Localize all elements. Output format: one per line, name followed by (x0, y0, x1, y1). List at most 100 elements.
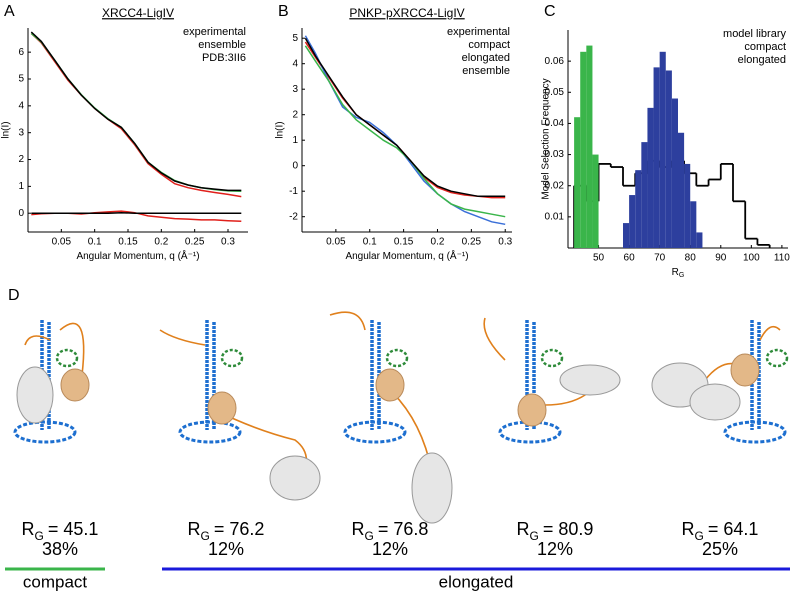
x-tick-label: 0.15 (394, 237, 414, 248)
rg-value: = 64.1 (708, 519, 759, 539)
chart-title: XRCC4-LigIV (102, 6, 174, 20)
x-tick-label: 0.2 (154, 237, 168, 248)
histogram-bar (635, 170, 642, 248)
y-tick-label: 1 (292, 135, 298, 146)
group-label: elongated (439, 572, 514, 591)
x-tick-label: 0.1 (363, 237, 377, 248)
rg-label: RG = 45.1 (22, 519, 99, 543)
x-tick-label: 60 (624, 253, 636, 264)
histogram-bar (623, 223, 630, 248)
y-tick-label: 5 (292, 33, 298, 44)
rg-symbol: R (517, 519, 530, 539)
histogram-bar (671, 98, 678, 248)
fraction-label: 38% (42, 539, 78, 559)
helix (370, 320, 381, 430)
x-tick-label: 0.3 (221, 237, 235, 248)
x-tick-label: 0.15 (118, 237, 138, 248)
y-tick-label: 0.06 (545, 56, 565, 67)
green-domain (220, 348, 244, 368)
rg-value: = 80.9 (543, 519, 594, 539)
x-tick-label: 110 (774, 253, 790, 264)
y-tick-label: -1 (289, 186, 298, 197)
rg-value: = 76.2 (214, 519, 265, 539)
x-axis-label-main: Angular Momentum, q (Å⁻¹) (345, 249, 468, 262)
blue-domain (723, 420, 787, 444)
legend-entry: elongated (462, 52, 510, 64)
data-line (304, 45, 506, 218)
x-axis-label: Angular Momentum, q (Å⁻¹) (345, 249, 468, 262)
rg-subscript: G (530, 529, 539, 543)
histogram-bar (629, 195, 636, 248)
gray-domain (16, 366, 54, 424)
structure-model (13, 320, 90, 444)
data-line (304, 37, 506, 198)
rg-value: = 76.8 (378, 519, 429, 539)
histogram-bar (684, 163, 691, 248)
gray-domain (269, 455, 321, 501)
tan-domain (375, 368, 405, 402)
green-domain (765, 348, 789, 368)
rg-subscript: G (365, 529, 374, 543)
x-tick-label: 0.05 (52, 237, 72, 248)
x-tick-label: 0.05 (326, 237, 346, 248)
rg-symbol: R (188, 519, 201, 539)
fraction-label: 12% (208, 539, 244, 559)
histogram-bar (665, 70, 672, 248)
fraction-label: 12% (372, 539, 408, 559)
x-tick-label: 100 (743, 253, 760, 264)
y-tick-label: 2 (18, 154, 24, 165)
y-axis-label: ln(I) (1, 121, 12, 138)
x-tick-label: 90 (715, 253, 727, 264)
panel-letter: B (278, 3, 289, 20)
tan-domain (730, 353, 760, 387)
x-axis-label-main: R (672, 267, 679, 278)
histogram-bar (678, 132, 685, 248)
rg-label: RG = 64.1 (682, 519, 759, 543)
panel-letter: D (8, 287, 20, 304)
green-domain (540, 348, 564, 368)
legend-entry: ensemble (462, 65, 510, 77)
x-tick-label: 50 (593, 253, 605, 264)
x-axis-label: RG (672, 267, 685, 280)
blue-domain (343, 420, 407, 444)
histogram-bar (653, 67, 660, 248)
rg-subscript: G (35, 529, 44, 543)
y-tick-label: 5 (18, 74, 24, 85)
green-domain (55, 348, 79, 368)
legend-entry: model library (723, 28, 786, 40)
fraction-label: 12% (537, 539, 573, 559)
histogram-bar (696, 232, 703, 248)
histogram-bar (647, 107, 654, 248)
y-tick-label: 0.02 (545, 180, 565, 191)
legend-entry: ensemble (198, 39, 246, 51)
y-tick-label: -2 (289, 211, 298, 222)
x-axis-label: Angular Momentum, q (Å⁻¹) (76, 249, 199, 262)
rg-label: RG = 80.9 (517, 519, 594, 543)
linker (24, 322, 85, 376)
y-tick-label: 1 (18, 181, 24, 192)
y-tick-label: 4 (292, 58, 298, 69)
rg-subscript: G (201, 529, 210, 543)
y-tick-label: 4 (18, 100, 24, 111)
histogram-bar (574, 117, 581, 248)
gray-domain (411, 452, 453, 524)
legend-entry: compact (468, 39, 510, 51)
x-axis-label-sub: G (679, 272, 684, 279)
panel-letter: C (544, 3, 556, 20)
structure-model (483, 317, 621, 444)
histogram-bar (659, 51, 666, 248)
data-line (30, 31, 242, 192)
structure-model (159, 320, 321, 501)
y-tick-label: 0.05 (545, 87, 565, 98)
legend-entry: experimental (183, 26, 246, 38)
x-axis-label-main: Angular Momentum, q (Å⁻¹) (76, 249, 199, 262)
y-tick-label: 0 (18, 208, 24, 219)
rg-symbol: R (352, 519, 365, 539)
rg-label: RG = 76.2 (188, 519, 265, 543)
data-line (31, 211, 242, 214)
data-line (30, 32, 242, 198)
legend-entry: experimental (447, 26, 510, 38)
legend-entry: elongated (738, 54, 786, 66)
x-tick-label: 0.25 (185, 237, 205, 248)
